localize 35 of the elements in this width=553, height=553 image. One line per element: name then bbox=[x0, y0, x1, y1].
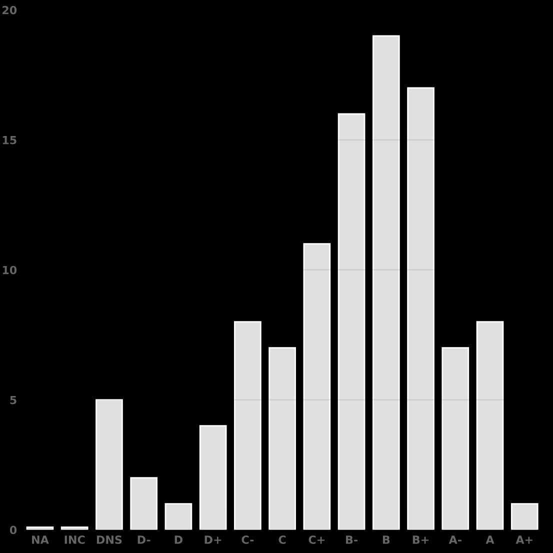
bar bbox=[26, 526, 54, 530]
y-tick-label: 10 bbox=[2, 266, 17, 274]
bar bbox=[338, 113, 366, 530]
x-tick-label: INC bbox=[64, 536, 85, 544]
bar bbox=[510, 503, 538, 530]
x-tick-label: C- bbox=[242, 536, 254, 544]
x-tick-label: B- bbox=[346, 536, 358, 544]
bar bbox=[234, 321, 262, 530]
x-tick-label: B+ bbox=[412, 536, 428, 544]
x-tick-label: A+ bbox=[516, 536, 532, 544]
x-tick-label: D- bbox=[138, 536, 150, 544]
x-tick-label: D bbox=[174, 536, 182, 544]
x-tick-label: A- bbox=[448, 536, 462, 544]
bar bbox=[199, 425, 227, 530]
x-tick-label: A bbox=[486, 536, 494, 544]
x-tick-label: NA bbox=[32, 536, 49, 544]
bar bbox=[268, 347, 296, 530]
bar bbox=[164, 503, 192, 530]
x-tick-label: B bbox=[382, 536, 390, 544]
x-tick-label: D+ bbox=[204, 536, 222, 544]
bar bbox=[60, 526, 88, 530]
bar bbox=[476, 321, 504, 530]
x-tick-label: DNS bbox=[96, 536, 122, 544]
bar bbox=[303, 243, 331, 530]
bar bbox=[442, 347, 470, 530]
x-tick-label: C bbox=[278, 536, 286, 544]
y-tick-label: 20 bbox=[2, 6, 17, 14]
bar bbox=[96, 399, 123, 530]
y-tick-label: 0 bbox=[10, 526, 17, 534]
bar bbox=[407, 87, 434, 530]
bar bbox=[130, 477, 158, 530]
x-tick-label: C+ bbox=[308, 536, 324, 544]
y-tick-label: 15 bbox=[2, 136, 16, 144]
y-tick-label: 5 bbox=[10, 396, 16, 404]
bar bbox=[372, 35, 400, 530]
